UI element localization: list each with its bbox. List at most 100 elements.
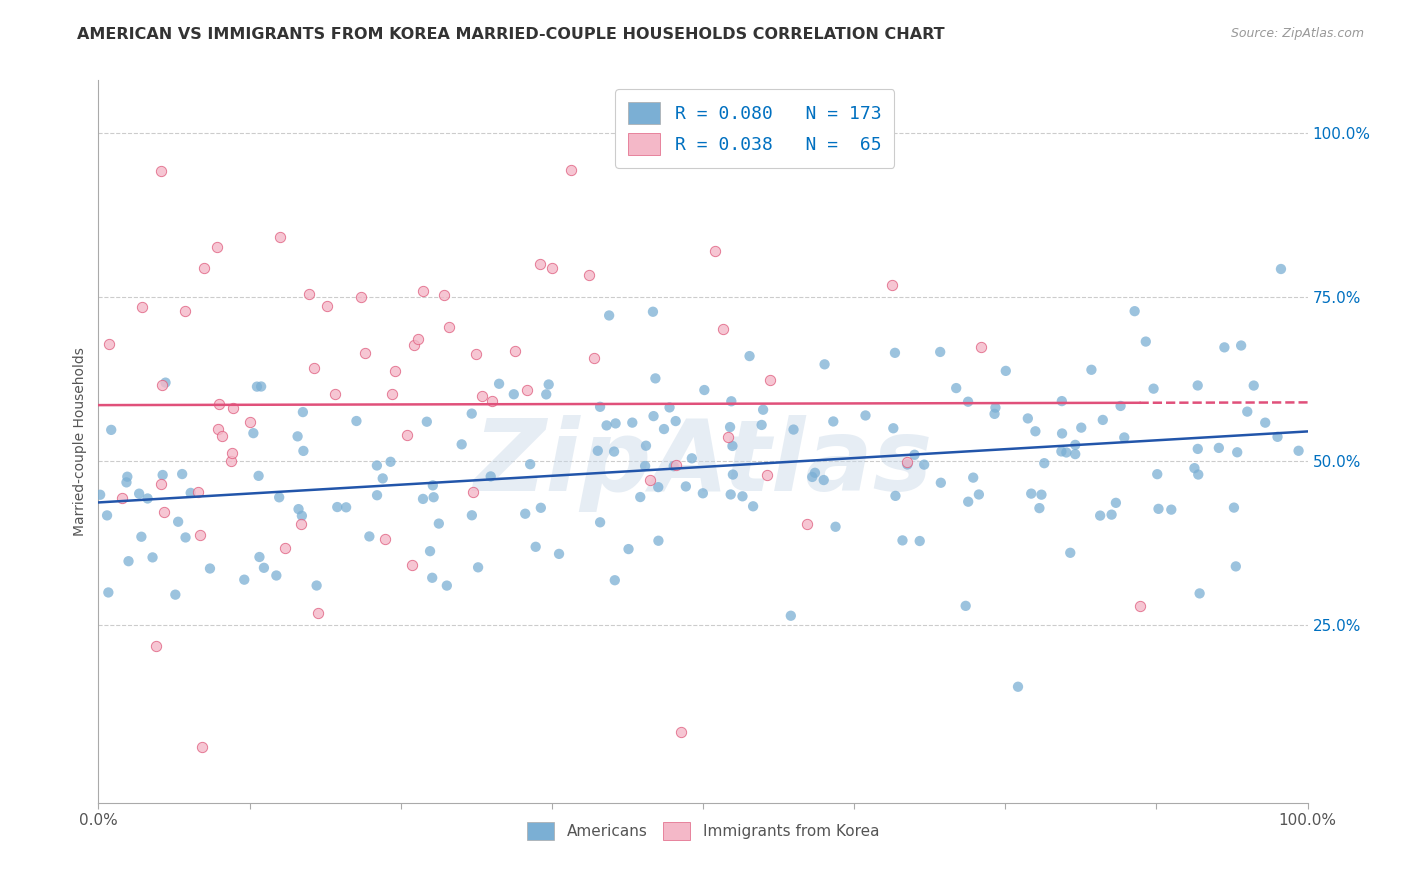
Point	[967, 487, 990, 501]
Point	[1091, 413, 1114, 427]
Point	[903, 448, 925, 462]
Point	[307, 606, 329, 620]
Point	[149, 477, 172, 491]
Point	[586, 443, 609, 458]
Point	[1017, 411, 1039, 425]
Point	[1270, 262, 1292, 277]
Point	[128, 486, 150, 500]
Point	[247, 468, 270, 483]
Point	[359, 529, 381, 543]
Point	[1123, 304, 1146, 318]
Point	[290, 517, 312, 532]
Point	[291, 405, 314, 419]
Point	[804, 466, 827, 480]
Point	[187, 485, 209, 500]
Point	[149, 163, 172, 178]
Point	[269, 491, 291, 505]
Point	[269, 230, 291, 244]
Point	[720, 487, 742, 501]
Point	[131, 530, 153, 544]
Point	[1187, 467, 1209, 482]
Point	[675, 479, 697, 493]
Point	[155, 376, 177, 390]
Point	[945, 381, 967, 395]
Point	[704, 244, 727, 258]
Point	[560, 162, 582, 177]
Point	[1054, 445, 1077, 459]
Point	[471, 389, 494, 403]
Point	[323, 387, 346, 401]
Point	[1059, 546, 1081, 560]
Point	[603, 573, 626, 587]
Point	[908, 534, 931, 549]
Point	[291, 508, 314, 523]
Point	[823, 414, 845, 428]
Point	[692, 486, 714, 500]
Point	[589, 400, 612, 414]
Point	[515, 507, 537, 521]
Point	[439, 319, 461, 334]
Point	[759, 373, 782, 387]
Text: AMERICAN VS IMMIGRANTS FROM KOREA MARRIED-COUPLE HOUSEHOLDS CORRELATION CHART: AMERICAN VS IMMIGRANTS FROM KOREA MARRIE…	[77, 27, 945, 42]
Point	[173, 304, 195, 318]
Point	[98, 337, 121, 351]
Point	[1160, 502, 1182, 516]
Point	[621, 416, 644, 430]
Point	[662, 459, 685, 474]
Point	[529, 257, 551, 271]
Point	[824, 520, 846, 534]
Point	[929, 475, 952, 490]
Point	[287, 502, 309, 516]
Point	[855, 409, 877, 423]
Point	[461, 407, 484, 421]
Point	[461, 484, 484, 499]
Point	[246, 379, 269, 393]
Point	[467, 560, 489, 574]
Point	[174, 531, 197, 545]
Point	[1147, 501, 1170, 516]
Point	[1028, 501, 1050, 516]
Point	[643, 409, 665, 423]
Text: ZipAtlas: ZipAtlas	[474, 415, 932, 512]
Point	[1064, 447, 1087, 461]
Point	[503, 343, 526, 358]
Point	[955, 599, 977, 613]
Point	[1019, 486, 1042, 500]
Point	[433, 288, 456, 302]
Point	[406, 332, 429, 346]
Point	[652, 422, 675, 436]
Point	[1213, 340, 1236, 354]
Point	[644, 371, 666, 385]
Point	[131, 300, 153, 314]
Point	[1236, 404, 1258, 418]
Point	[1184, 461, 1206, 475]
Point	[742, 500, 765, 514]
Point	[249, 549, 271, 564]
Point	[219, 454, 242, 468]
Point	[641, 304, 664, 318]
Point	[548, 547, 571, 561]
Point	[287, 429, 309, 443]
Point	[582, 351, 605, 366]
Point	[380, 455, 402, 469]
Point	[598, 309, 620, 323]
Point	[880, 278, 903, 293]
Point	[1050, 426, 1073, 441]
Point	[97, 585, 120, 599]
Point	[384, 363, 406, 377]
Point	[193, 261, 215, 276]
Point	[983, 407, 1005, 421]
Point	[891, 533, 914, 548]
Point	[1243, 378, 1265, 392]
Point	[1208, 441, 1230, 455]
Point	[718, 420, 741, 434]
Point	[198, 561, 221, 575]
Point	[1142, 382, 1164, 396]
Point	[721, 467, 744, 482]
Point	[1031, 488, 1053, 502]
Point	[1187, 378, 1209, 392]
Point	[190, 739, 212, 754]
Point	[1146, 467, 1168, 482]
Point	[1105, 496, 1128, 510]
Point	[994, 364, 1017, 378]
